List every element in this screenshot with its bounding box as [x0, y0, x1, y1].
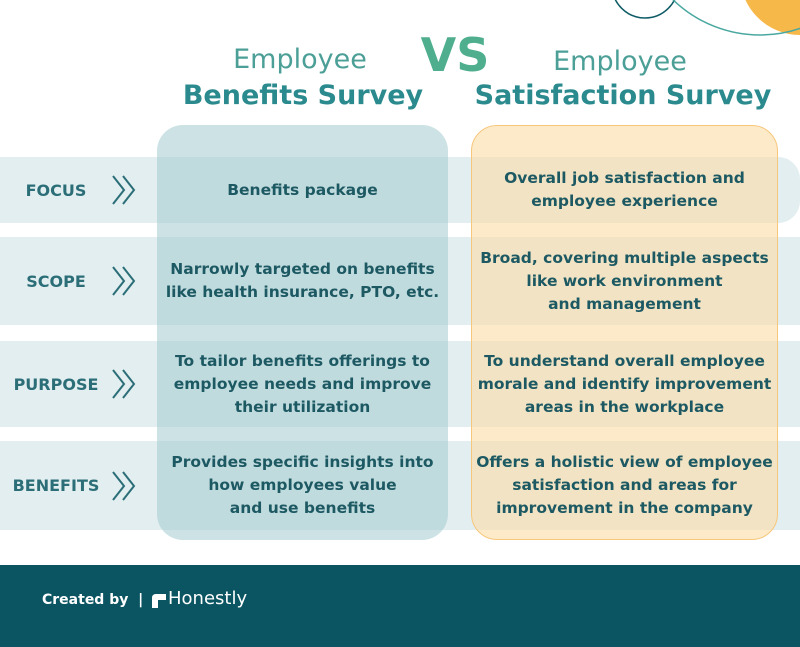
left-title: Employee: [233, 44, 367, 75]
cell-line: and management: [548, 294, 701, 313]
cell-line: employee experience: [531, 192, 718, 210]
left-cell: Benefits package: [157, 157, 448, 223]
footer: Created by | Honestly: [0, 565, 800, 647]
cell-line: like work environment: [526, 271, 723, 290]
outline-circle: [614, 0, 676, 19]
vs: VS: [420, 28, 490, 82]
cell-line: how employees value: [208, 476, 397, 494]
cell-line: like health insurance, PTO, etc.: [165, 283, 440, 301]
cell-line: morale and identify improvement: [477, 374, 772, 393]
cell-line: To understand overall employee: [484, 351, 765, 370]
left-column: [157, 125, 448, 540]
left-cell: Narrowly targeted on benefits like health…: [157, 237, 448, 325]
cell-line: Provides specific insights into: [171, 453, 434, 471]
cell-line: improvement in the company: [496, 499, 753, 517]
right-cell: Overall job satisfaction and employee exp…: [471, 157, 778, 223]
cell-line: areas in the workplace: [524, 397, 725, 416]
right-cell: Broad, covering multiple aspects like wor…: [471, 237, 778, 325]
chevron: [112, 266, 136, 296]
orange-circle: [745, 0, 800, 35]
cell-line: Overall job satisfaction and: [504, 169, 745, 187]
cell-line: To tailor benefits offerings to: [175, 351, 430, 370]
left-cell: To tailor benefits offerings to employee …: [157, 341, 448, 427]
left-title: Benefits Survey: [182, 80, 424, 111]
cell-line: and use benefits: [229, 499, 376, 517]
right-column: [471, 125, 778, 540]
row-label: PURPOSE: [13, 374, 99, 394]
chevron: [112, 369, 136, 399]
cell-line: their utilization: [234, 397, 371, 416]
right-title: Satisfaction Survey: [474, 80, 772, 111]
chevron: [112, 175, 136, 205]
cell-line: Broad, covering multiple aspects: [480, 248, 769, 267]
cell-line: Benefits package: [227, 180, 378, 199]
right-cell: To understand overall employee morale and…: [471, 341, 778, 427]
left-cell: Provides specific insights into how emplo…: [157, 441, 448, 530]
row-label: FOCUS: [25, 180, 87, 200]
cell-line: employee needs and improve: [173, 374, 432, 393]
cell-line: satisfaction and areas for: [512, 476, 737, 494]
brand: Honestly: [168, 588, 248, 609]
created-by: Created by |: [42, 592, 144, 608]
right-title: Employee: [553, 46, 687, 77]
right-cell: Offers a holistic view of employee satisf…: [471, 441, 778, 530]
brand-icon: [152, 594, 166, 608]
row-label: SCOPE: [26, 271, 86, 291]
cell-line: Narrowly targeted on benefits: [170, 260, 435, 278]
row-label: BENEFITS: [12, 476, 100, 495]
outline-circle: [672, 0, 800, 36]
chevron: [112, 470, 136, 501]
cell-line: Offers a holistic view of employee: [476, 453, 773, 471]
